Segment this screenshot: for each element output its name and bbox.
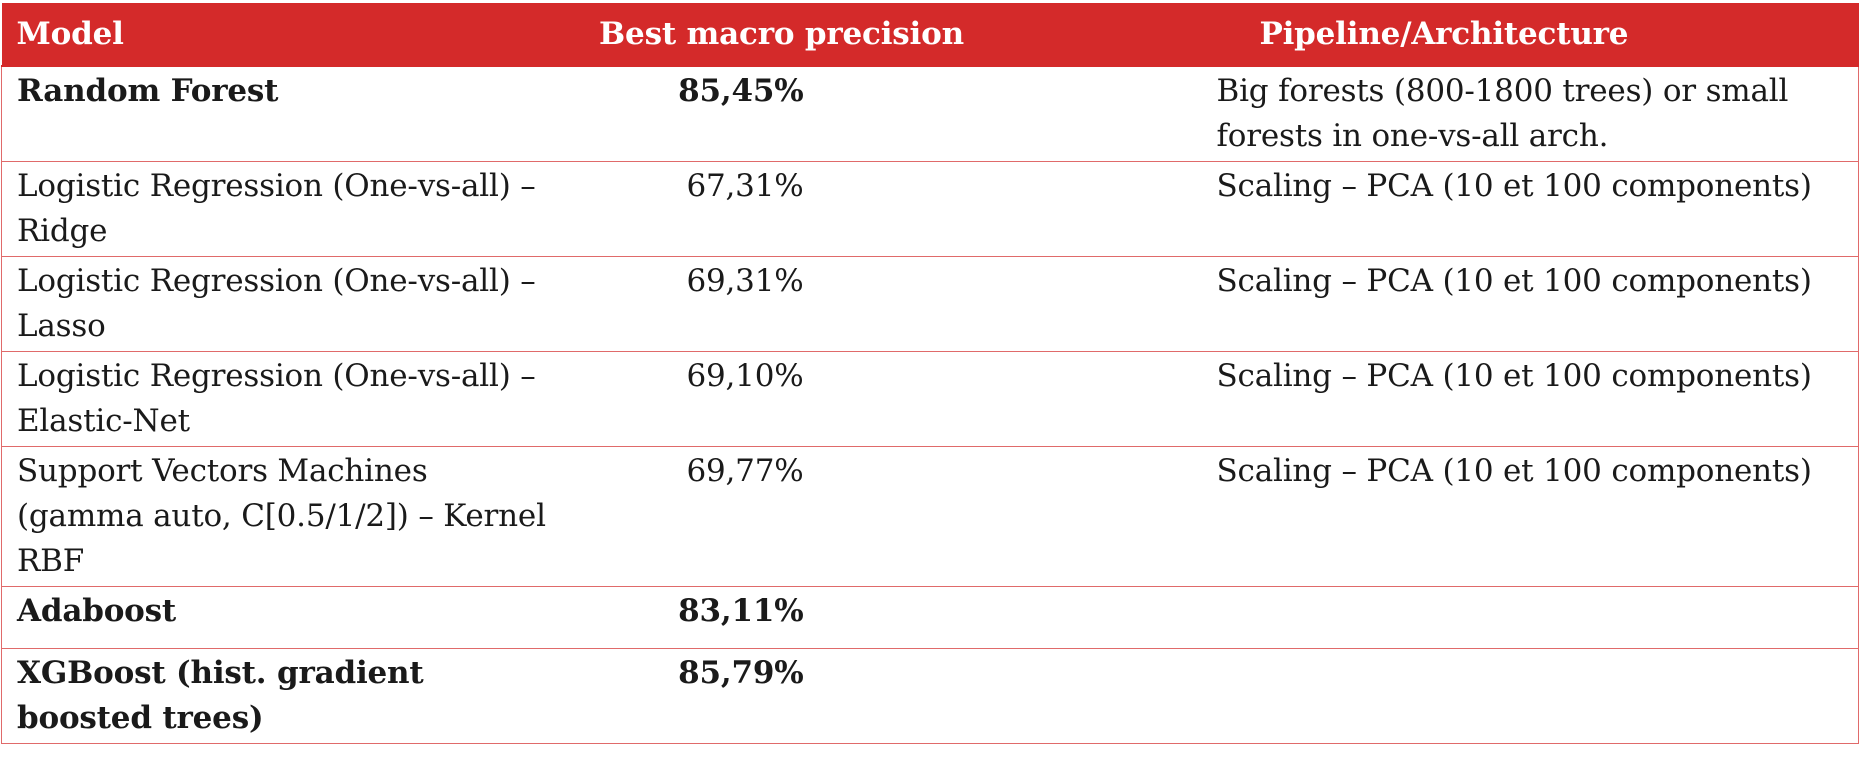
table-body: Random Forest 85,45% Big forests (800-18… (1, 66, 1859, 744)
results-table: Model Best macro precision Pipeline/Arch… (1, 3, 1859, 744)
cell-pipeline: Scaling – PCA (10 et 100 components) (1001, 256, 1859, 352)
header-pipeline: Pipeline/Architecture (1001, 3, 1859, 67)
header-model: Model (1, 3, 562, 67)
cell-model: Logistic Regression (One-vs-all) – Lasso (1, 256, 562, 352)
table-row: XGBoost (hist. gradient boosted trees) 8… (1, 648, 1859, 744)
cell-precision: 83,11% (561, 586, 1002, 649)
cell-pipeline (1001, 648, 1859, 744)
table-row: Logistic Regression (One-vs-all) – Lasso… (1, 256, 1859, 352)
header-precision: Best macro precision (561, 3, 1002, 67)
table-header: Model Best macro precision Pipeline/Arch… (1, 3, 1859, 67)
cell-pipeline: Scaling – PCA (10 et 100 components) (1001, 161, 1859, 257)
cell-precision: 85,45% (561, 66, 1002, 162)
table-row: Support Vectors Machines (gamma auto, C[… (1, 446, 1859, 587)
table-row: Adaboost 83,11% (1, 586, 1859, 649)
cell-precision: 67,31% (561, 161, 1002, 257)
cell-pipeline (1001, 586, 1859, 649)
cell-model: XGBoost (hist. gradient boosted trees) (1, 648, 562, 744)
cell-model: Logistic Regression (One-vs-all) – Ridge (1, 161, 562, 257)
cell-pipeline: Big forests (800-1800 trees) or small fo… (1001, 66, 1859, 162)
table-row: Logistic Regression (One-vs-all) – Ridge… (1, 161, 1859, 257)
cell-model: Logistic Regression (One-vs-all) – Elast… (1, 351, 562, 447)
cell-precision: 69,10% (561, 351, 1002, 447)
cell-pipeline: Scaling – PCA (10 et 100 components) (1001, 351, 1859, 447)
cell-precision: 69,31% (561, 256, 1002, 352)
cell-model: Support Vectors Machines (gamma auto, C[… (1, 446, 562, 587)
header-row: Model Best macro precision Pipeline/Arch… (1, 3, 1859, 67)
cell-model: Random Forest (1, 66, 562, 162)
table-row: Logistic Regression (One-vs-all) – Elast… (1, 351, 1859, 447)
table-row: Random Forest 85,45% Big forests (800-18… (1, 66, 1859, 162)
cell-model: Adaboost (1, 586, 562, 649)
cell-precision: 85,79% (561, 648, 1002, 744)
cell-pipeline: Scaling – PCA (10 et 100 components) (1001, 446, 1859, 587)
cell-precision: 69,77% (561, 446, 1002, 587)
